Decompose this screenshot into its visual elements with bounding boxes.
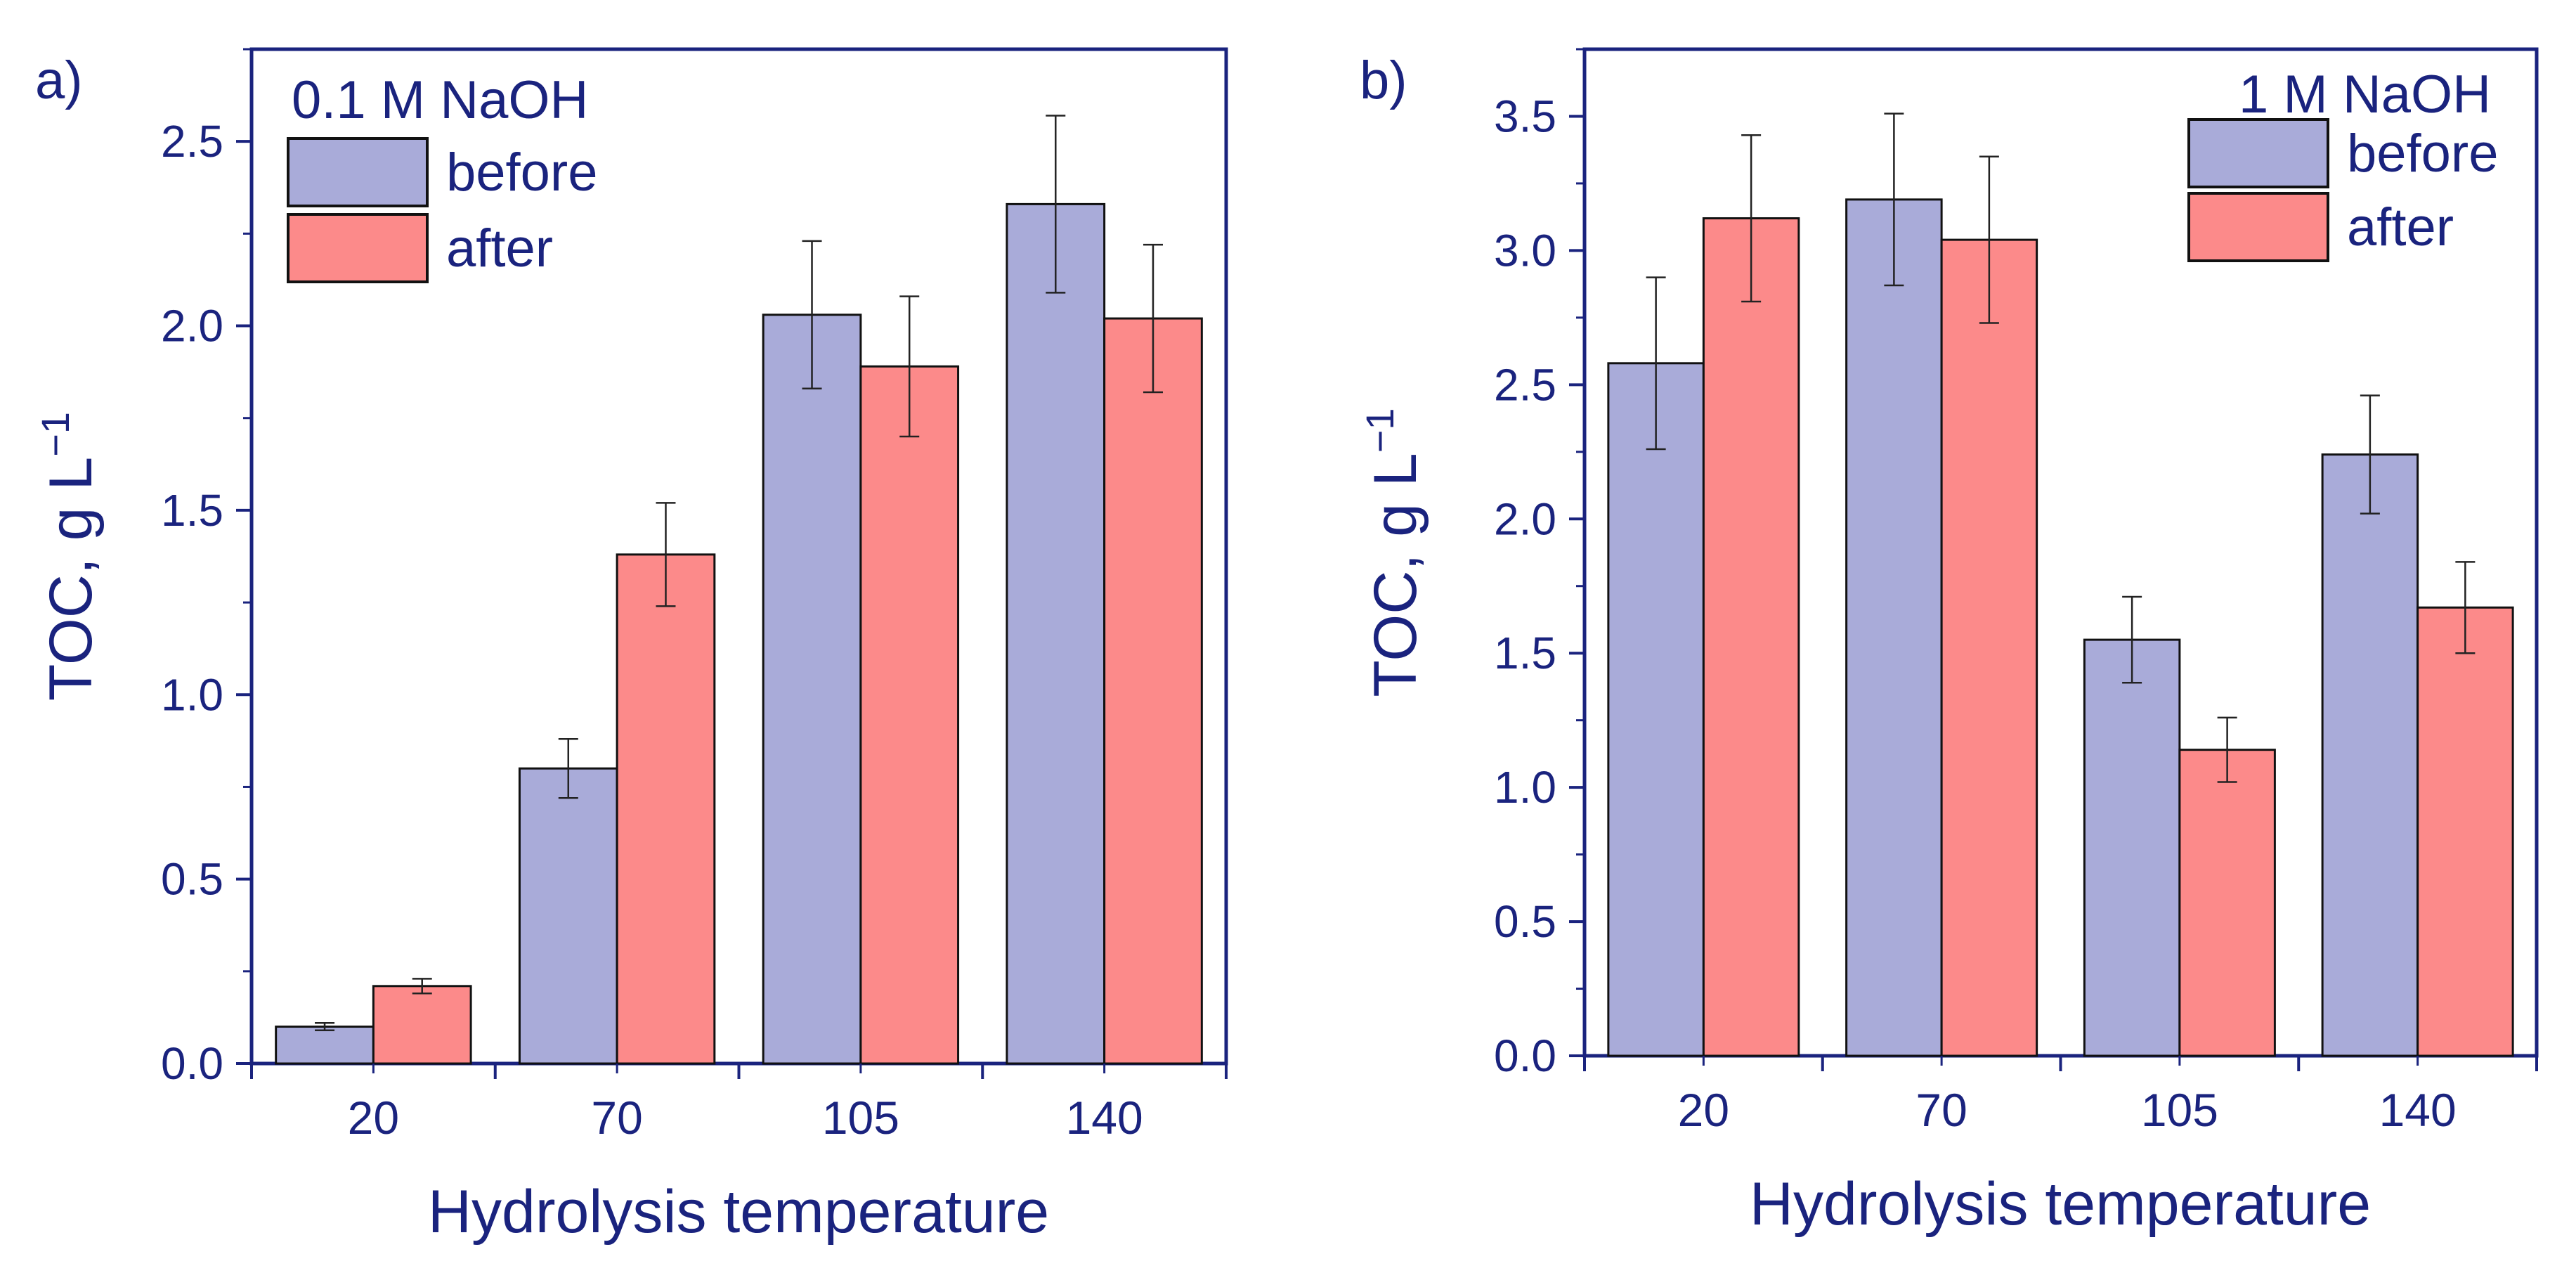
bar-after-140 <box>1103 317 1203 1065</box>
panel-b: 0.0 0.5 1.0 1.5 2.0 2.5 3.0 3.5 20 70 105 140Hydrol… <box>1358 47 2539 1238</box>
panel-a: 0.0 0.5 1.0 1.5 2.0 2.5 20 70 105 140 Hydrolysis t… <box>33 47 1228 1246</box>
error-bar-after-70 <box>656 502 676 607</box>
x-tick-label: 20 <box>1678 1084 1729 1136</box>
bar-after-70 <box>1940 238 2038 1057</box>
error-bar-after-140 <box>1143 243 1163 394</box>
bar-before-140 <box>2321 453 2419 1057</box>
bar-after-105 <box>859 365 960 1065</box>
y-tick-label: 1.0 <box>161 669 223 720</box>
x-axis-label: Hydrolysis temperature <box>1750 1170 2371 1238</box>
y-axis-label-superscript: −1 <box>33 412 77 457</box>
x-tick-label: 140 <box>2379 1084 2457 1136</box>
y-tick-label: 0.0 <box>1494 1030 1556 1081</box>
x-tick-label: 20 <box>348 1092 399 1144</box>
y-tick-label: 3.0 <box>1494 225 1556 276</box>
error-bar-before-140 <box>1046 115 1066 294</box>
bar-before-105 <box>762 314 862 1065</box>
legend-label-before: before <box>446 143 598 202</box>
bar-after-70 <box>616 553 716 1065</box>
y-tick-label: 3.5 <box>1494 91 1556 141</box>
panel-label: a) <box>35 51 83 110</box>
error-bar-before-70 <box>558 737 578 799</box>
error-bar-before-70 <box>1884 112 1904 287</box>
y-axis-label: TOC, g L−1 <box>1358 408 1429 697</box>
error-bar-before-20 <box>1646 276 1666 451</box>
bar-before-105 <box>2083 638 2181 1057</box>
legend-label-after: after <box>446 219 553 278</box>
legend-entry-after: after <box>2187 192 2454 262</box>
error-bar-before-105 <box>2122 595 2142 684</box>
error-bar-after-105 <box>2217 716 2237 783</box>
legend-swatch-after <box>287 213 429 283</box>
x-tick-label: 105 <box>2141 1084 2218 1136</box>
y-axis-label-text: TOC, g L <box>37 457 105 701</box>
y-tick-label: 1.5 <box>161 485 223 536</box>
legend-swatch-after <box>2187 192 2329 262</box>
error-bar-after-105 <box>899 295 920 438</box>
y-axis-label: TOC, g L−1 <box>33 412 105 701</box>
bar-before-70 <box>1845 198 1943 1057</box>
error-bar-before-140 <box>2360 394 2380 515</box>
error-bar-after-20 <box>1741 134 1762 303</box>
chart-title: 0.1 M NaOH <box>292 70 588 130</box>
error-bar-before-20 <box>315 1022 335 1032</box>
legend-label-before: before <box>2347 124 2499 183</box>
error-bar-after-70 <box>1979 155 1999 324</box>
bar-after-20 <box>372 985 472 1065</box>
legend-label-after: after <box>2347 198 2454 257</box>
y-axis-label-superscript: −1 <box>1358 408 1402 453</box>
bar-before-20 <box>1607 362 1705 1057</box>
y-tick-label: 1.0 <box>1494 762 1556 813</box>
bar-after-140 <box>2416 606 2514 1057</box>
y-tick-label: 0.0 <box>161 1038 223 1089</box>
panel-label: b) <box>1360 51 1407 110</box>
error-bar-after-20 <box>412 978 432 995</box>
y-tick-label: 1.5 <box>1494 628 1556 678</box>
y-tick-label: 2.0 <box>161 301 223 351</box>
legend-entry-before: before <box>2187 118 2499 188</box>
legend-entry-after: after <box>287 213 553 283</box>
y-tick-label: 2.5 <box>161 116 223 167</box>
y-tick-label: 2.0 <box>1494 493 1556 544</box>
y-tick-label: 0.5 <box>1494 896 1556 947</box>
y-tick-label: 2.5 <box>1494 359 1556 410</box>
x-tick-label: 105 <box>822 1092 899 1144</box>
error-bar-before-105 <box>802 240 822 389</box>
bar-before-70 <box>518 767 618 1065</box>
bar-after-105 <box>2178 749 2276 1057</box>
bar-before-140 <box>1006 202 1106 1065</box>
bar-after-20 <box>1702 217 1800 1057</box>
legend-swatch-before <box>287 137 429 207</box>
y-tick-label: 0.5 <box>161 854 223 905</box>
chart-title: 1 M NaOH <box>2239 65 2491 124</box>
x-tick-label: 70 <box>591 1092 642 1144</box>
x-tick-label: 140 <box>1066 1092 1143 1144</box>
legend-entry-before: before <box>287 137 598 207</box>
bar-before-20 <box>275 1026 375 1065</box>
error-bar-after-140 <box>2455 561 2476 654</box>
x-axis-label: Hydrolysis temperature <box>428 1178 1049 1246</box>
y-axis-label-text: TOC, g L <box>1362 453 1429 697</box>
legend-swatch-before <box>2187 118 2329 188</box>
x-tick-label: 70 <box>1915 1084 1967 1136</box>
